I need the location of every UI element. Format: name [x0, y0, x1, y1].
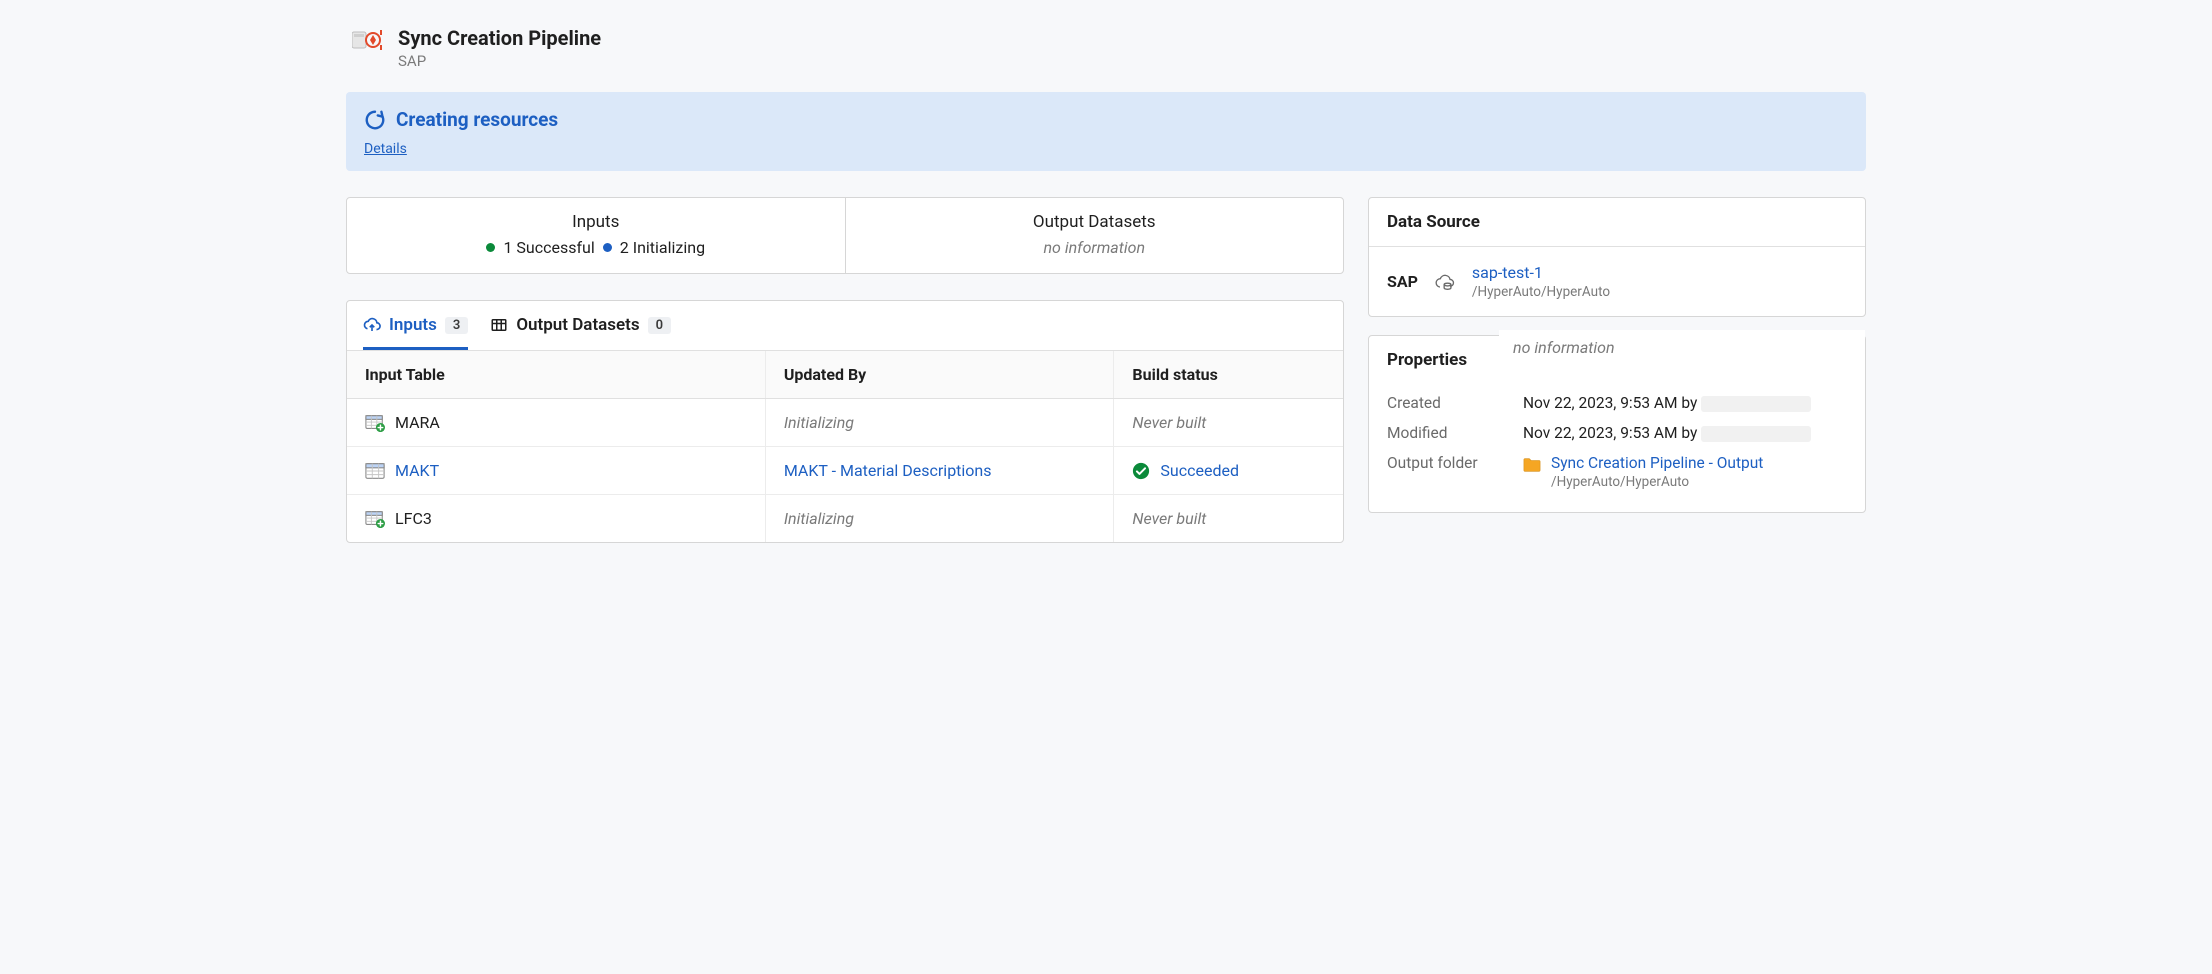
prop-modified-label: Modified	[1387, 424, 1503, 442]
row-name[interactable]: MAKT	[395, 461, 439, 480]
properties-heading: Properties	[1369, 336, 1469, 384]
inputs-initializing-label: Initializing	[633, 238, 705, 257]
tab-inputs-count: 3	[445, 317, 468, 334]
datasource-card: Data Source SAP sap-test-1 /HyperAuto/Hy…	[1368, 197, 1866, 317]
table-icon	[365, 462, 385, 480]
inputs-table: Input Table Updated By Build status MARA…	[347, 351, 1343, 542]
tab-inputs[interactable]: Inputs 3	[363, 315, 468, 350]
cloud-db-icon	[1434, 272, 1456, 292]
prop-output-folder-label: Output folder	[1387, 454, 1503, 472]
table-icon	[490, 316, 508, 334]
datasource-path: /HyperAuto/HyperAuto	[1472, 284, 1610, 300]
inputs-initializing-count: 2	[620, 238, 629, 257]
table-add-icon	[365, 510, 385, 528]
summary-cards: Inputs 1 Successful 2 Initializing Outpu…	[346, 197, 1344, 274]
row-updated-by: Initializing	[784, 509, 854, 528]
inputs-summary-card[interactable]: Inputs 1 Successful 2 Initializing	[347, 198, 845, 273]
outputs-summary-title: Output Datasets	[856, 212, 1334, 232]
dot-initializing-icon	[603, 243, 612, 252]
table-add-icon	[365, 414, 385, 432]
redacted-user	[1701, 426, 1811, 442]
inputs-successful-label: Successful	[516, 238, 594, 257]
tab-outputs-count: 0	[648, 317, 671, 334]
tabs-bar: Inputs 3 Output Datasets 0	[347, 301, 1343, 351]
tab-outputs-label: Output Datasets	[516, 315, 639, 335]
folder-icon	[1523, 457, 1541, 473]
page-subtitle: SAP	[398, 52, 601, 70]
inputs-summary-title: Inputs	[357, 212, 835, 232]
pipeline-icon	[352, 26, 384, 54]
properties-overlay-text: no information	[1499, 330, 1865, 365]
row-name: LFC3	[395, 509, 432, 528]
page-title: Sync Creation Pipeline	[398, 26, 601, 50]
redacted-user	[1701, 396, 1811, 412]
page-header: Sync Creation Pipeline SAP	[346, 20, 1866, 92]
col-build-status: Build status	[1114, 351, 1343, 399]
row-updated-by: Initializing	[784, 413, 854, 432]
prop-modified-value: Nov 22, 2023, 9:53 AM by	[1523, 424, 1697, 442]
outputs-summary-text: no information	[1043, 238, 1145, 257]
tab-inputs-label: Inputs	[389, 315, 437, 335]
col-input-table: Input Table	[347, 351, 765, 399]
datasource-heading: Data Source	[1369, 198, 1865, 247]
row-build-status: Never built	[1132, 509, 1206, 528]
banner-details-link[interactable]: Details	[364, 141, 407, 157]
prop-created-label: Created	[1387, 394, 1503, 412]
check-circle-icon	[1132, 462, 1150, 480]
datasource-system: SAP	[1387, 272, 1418, 291]
row-build-status: Succeeded	[1160, 461, 1239, 480]
row-name: MARA	[395, 413, 440, 432]
table-row[interactable]: MARA Initializing Never built	[347, 399, 1343, 447]
inputs-successful-count: 1	[503, 238, 512, 257]
upload-cloud-icon	[363, 316, 381, 334]
output-folder-link[interactable]: Sync Creation Pipeline - Output	[1551, 454, 1763, 472]
spinner-icon	[364, 109, 386, 131]
output-folder-path: /HyperAuto/HyperAuto	[1551, 474, 1763, 490]
inputs-table-card: Inputs 3 Output Datasets 0	[346, 300, 1344, 543]
tab-output-datasets[interactable]: Output Datasets 0	[490, 315, 671, 350]
outputs-summary-card[interactable]: Output Datasets no information	[845, 198, 1344, 273]
dot-success-icon	[486, 243, 495, 252]
col-updated-by: Updated By	[765, 351, 1114, 399]
prop-created-value: Nov 22, 2023, 9:53 AM by	[1523, 394, 1697, 412]
properties-card: no information Properties Created Nov 22…	[1368, 335, 1866, 513]
datasource-link[interactable]: sap-test-1	[1472, 263, 1610, 282]
table-row[interactable]: MAKT MAKT - Material Descriptions Succeede…	[347, 447, 1343, 495]
table-row[interactable]: LFC3 Initializing Never built	[347, 495, 1343, 543]
row-updated-by[interactable]: MAKT - Material Descriptions	[784, 461, 992, 480]
banner-title: Creating resources	[396, 108, 558, 131]
row-build-status: Never built	[1132, 413, 1206, 432]
status-banner: Creating resources Details	[346, 92, 1866, 171]
